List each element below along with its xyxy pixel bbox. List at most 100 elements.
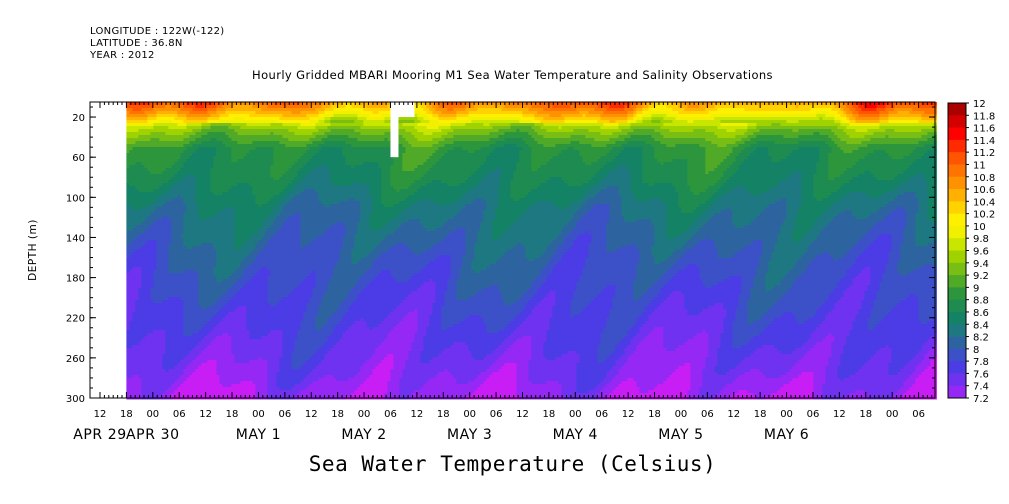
x-hour-label: 18 bbox=[543, 409, 556, 420]
longitude-label: LONGITUDE : 122W(-122) bbox=[90, 26, 225, 38]
colorbar-label: 10 bbox=[973, 222, 986, 233]
x-hour-label: 18 bbox=[331, 409, 344, 420]
colorbar-label: 9.4 bbox=[973, 259, 989, 270]
x-hour-label: 18 bbox=[437, 409, 450, 420]
x-hour-label: 18 bbox=[648, 409, 661, 420]
colorbar-swatch bbox=[948, 250, 966, 264]
y-tick-label: 100 bbox=[66, 193, 85, 204]
colorbar-label: 9.8 bbox=[973, 234, 989, 245]
colorbar-swatch bbox=[948, 164, 966, 178]
colorbar-swatch bbox=[948, 238, 966, 251]
colorbar-label: 8.2 bbox=[973, 333, 989, 344]
x-hour-label: 00 bbox=[463, 409, 476, 420]
x-date-label: APR 29 bbox=[73, 427, 127, 443]
missing-data-gap bbox=[390, 102, 399, 158]
x-hour-label: 12 bbox=[94, 409, 107, 420]
x-hour-label: 00 bbox=[358, 409, 371, 420]
colorbar-label: 11.2 bbox=[973, 148, 995, 159]
colorbar-swatch bbox=[948, 336, 966, 350]
colorbar-caption: Sea Water Temperature (Celsius) bbox=[90, 452, 935, 476]
colorbar-label: 11.4 bbox=[973, 136, 995, 147]
colorbar-label: 7.6 bbox=[973, 369, 989, 380]
y-tick-label: 300 bbox=[66, 394, 85, 405]
x-hour-label: 00 bbox=[252, 409, 265, 420]
x-hour-label: 12 bbox=[411, 409, 424, 420]
colorbar-label: 8.6 bbox=[973, 308, 989, 319]
latitude-label: LATITUDE : 36.8N bbox=[90, 38, 183, 50]
colorbar-swatch bbox=[948, 115, 966, 128]
colorbar-label: 7.2 bbox=[973, 394, 989, 405]
y-tick-label: 220 bbox=[66, 314, 85, 325]
colorbar-swatch bbox=[948, 139, 966, 153]
x-hour-label: 06 bbox=[490, 409, 503, 420]
x-hour-label: 18 bbox=[754, 409, 767, 420]
plot-frame bbox=[89, 101, 936, 399]
colorbar-label: 11 bbox=[973, 160, 986, 171]
colorbar-swatch bbox=[948, 189, 966, 202]
colorbar-label: 9.6 bbox=[973, 247, 989, 258]
colorbar-swatch bbox=[948, 176, 966, 190]
colorbar-swatch bbox=[948, 103, 966, 116]
x-date-label: MAY 5 bbox=[658, 427, 703, 443]
colorbar-label: 8.8 bbox=[973, 296, 989, 307]
x-hour-label: 06 bbox=[807, 409, 820, 420]
colorbar-swatch bbox=[948, 324, 966, 337]
x-hour-label: 06 bbox=[912, 409, 925, 420]
x-hour-label: 12 bbox=[305, 409, 318, 420]
colorbar-swatch bbox=[948, 213, 966, 227]
colorbar-swatch bbox=[948, 127, 966, 141]
x-hour-label: 00 bbox=[569, 409, 582, 420]
x-hour-label: 06 bbox=[701, 409, 714, 420]
colorbar-label: 10.8 bbox=[973, 173, 995, 184]
colorbar-swatch bbox=[948, 262, 966, 276]
x-date-label: MAY 3 bbox=[447, 427, 492, 443]
x-hour-label: 00 bbox=[146, 409, 159, 420]
colorbar-swatch bbox=[948, 152, 966, 165]
year-label: YEAR : 2012 bbox=[90, 50, 155, 62]
x-date-label: MAY 1 bbox=[236, 427, 281, 443]
x-axis: 12 18 00 06 12 18 00 06 12 18 00 06 12 18 00 06 12 18 00 06… bbox=[73, 102, 933, 443]
x-date-label: APR 30 bbox=[126, 427, 180, 443]
x-hour-label: 06 bbox=[595, 409, 608, 420]
colorbar-label: 11.6 bbox=[973, 124, 995, 135]
colorbar-swatch bbox=[948, 361, 966, 374]
x-hour-label: 06 bbox=[278, 409, 291, 420]
colorbar: 1211.811.611.411.21110.810.610.410.2109.… bbox=[947, 99, 995, 405]
colorbar-label: 7.8 bbox=[973, 357, 989, 368]
x-hour-label: 06 bbox=[173, 409, 186, 420]
colorbar-label: 9.2 bbox=[973, 271, 989, 282]
x-hour-label: 12 bbox=[727, 409, 740, 420]
x-hour-label: 18 bbox=[120, 409, 133, 420]
x-hour-label: 18 bbox=[859, 409, 872, 420]
x-hour-label: 12 bbox=[199, 409, 212, 420]
colorbar-label: 11.8 bbox=[973, 111, 995, 122]
x-hour-label: 18 bbox=[226, 409, 239, 420]
x-hour-label: 00 bbox=[675, 409, 688, 420]
colorbar-label: 10.6 bbox=[973, 185, 995, 196]
x-date-label: MAY 6 bbox=[764, 427, 809, 443]
x-hour-label: 12 bbox=[622, 409, 635, 420]
colorbar-swatch bbox=[948, 287, 966, 301]
colorbar-swatch bbox=[948, 299, 966, 313]
colorbar-label: 9 bbox=[973, 283, 979, 294]
colorbar-label: 8.4 bbox=[973, 320, 989, 331]
heatmap-cells bbox=[126, 102, 937, 400]
y-tick-label: 180 bbox=[66, 274, 85, 285]
y-tick-label: 140 bbox=[66, 233, 85, 244]
x-hour-label: 00 bbox=[886, 409, 899, 420]
colorbar-swatch bbox=[948, 225, 966, 239]
y-tick-label: 60 bbox=[72, 153, 85, 164]
colorbar-swatch bbox=[948, 275, 966, 288]
colorbar-swatch bbox=[948, 311, 966, 325]
colorbar-label: 7.4 bbox=[973, 382, 989, 393]
colorbar-label: 10.2 bbox=[973, 210, 995, 221]
y-tick-label: 20 bbox=[72, 113, 85, 124]
colorbar-swatch bbox=[948, 373, 966, 387]
colorbar-swatch bbox=[948, 385, 966, 399]
x-date-label: MAY 4 bbox=[553, 427, 598, 443]
x-hour-label: 12 bbox=[516, 409, 529, 420]
colorbar-label: 8 bbox=[973, 345, 979, 356]
x-date-label: MAY 2 bbox=[341, 427, 386, 443]
x-hour-label: 06 bbox=[384, 409, 397, 420]
